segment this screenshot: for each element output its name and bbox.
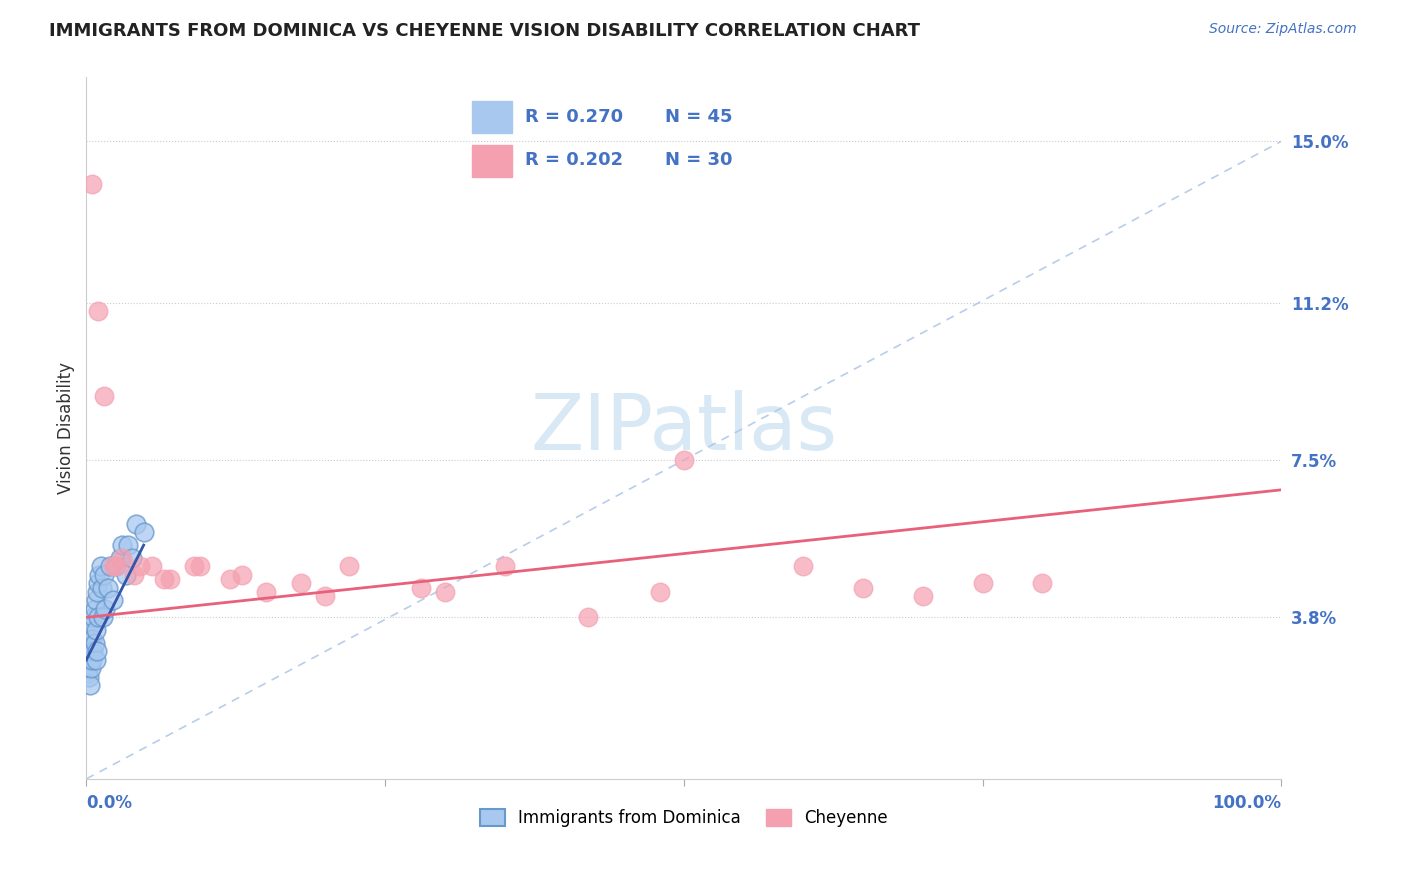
Point	[97, 581, 120, 595]
Point	[672, 453, 695, 467]
Point	[82, 653, 104, 667]
Point	[852, 581, 875, 595]
Point	[188, 559, 211, 574]
Point	[111, 550, 134, 565]
Point	[114, 567, 136, 582]
Text: Source: ZipAtlas.com: Source: ZipAtlas.com	[1209, 22, 1357, 37]
Point	[93, 389, 115, 403]
Point	[129, 559, 152, 574]
Point	[183, 559, 205, 574]
Point	[231, 567, 253, 582]
Point	[87, 610, 110, 624]
Point	[82, 610, 104, 624]
Point	[254, 585, 277, 599]
Point	[122, 567, 145, 582]
Point	[409, 581, 432, 595]
Point	[911, 589, 934, 603]
Point	[433, 585, 456, 599]
Point	[101, 559, 124, 574]
Point	[89, 567, 111, 582]
Point	[80, 661, 103, 675]
Point	[77, 636, 100, 650]
Point	[87, 576, 110, 591]
Point	[79, 678, 101, 692]
Point	[77, 648, 100, 663]
Point	[218, 572, 240, 586]
Point	[132, 525, 155, 540]
Point	[101, 593, 124, 607]
Point	[576, 610, 599, 624]
Legend: Immigrants from Dominica, Cheyenne: Immigrants from Dominica, Cheyenne	[474, 802, 894, 834]
Point	[141, 559, 163, 574]
Point	[117, 538, 139, 552]
Point	[111, 538, 134, 552]
Y-axis label: Vision Disability: Vision Disability	[58, 362, 75, 494]
Point	[86, 585, 108, 599]
Point	[87, 304, 110, 318]
Text: 100.0%: 100.0%	[1212, 795, 1281, 813]
Point	[82, 177, 104, 191]
Text: IMMIGRANTS FROM DOMINICA VS CHEYENNE VISION DISABILITY CORRELATION CHART: IMMIGRANTS FROM DOMINICA VS CHEYENNE VIS…	[49, 22, 920, 40]
Point	[80, 644, 103, 658]
Point	[93, 567, 115, 582]
Point	[82, 619, 104, 633]
Point	[80, 623, 103, 637]
Point	[79, 632, 101, 646]
Point	[79, 640, 101, 654]
Point	[314, 589, 336, 603]
Point	[90, 559, 112, 574]
Point	[82, 644, 104, 658]
Point	[84, 593, 107, 607]
Point	[125, 516, 148, 531]
Point	[98, 559, 121, 574]
Point	[84, 653, 107, 667]
Text: ZIPatlas: ZIPatlas	[530, 390, 838, 467]
Point	[90, 581, 112, 595]
Point	[494, 559, 516, 574]
Point	[79, 653, 101, 667]
Point	[337, 559, 360, 574]
Point	[84, 623, 107, 637]
Point	[648, 585, 671, 599]
Point	[83, 636, 105, 650]
Point	[76, 653, 98, 667]
Point	[108, 550, 131, 565]
Point	[1031, 576, 1053, 591]
Point	[86, 644, 108, 658]
Point	[77, 657, 100, 672]
Point	[82, 632, 104, 646]
Point	[972, 576, 994, 591]
Point	[91, 610, 114, 624]
Point	[76, 644, 98, 658]
Point	[77, 670, 100, 684]
Point	[105, 559, 128, 574]
Point	[94, 602, 117, 616]
Point	[105, 559, 128, 574]
Text: 0.0%: 0.0%	[86, 795, 132, 813]
Point	[792, 559, 814, 574]
Point	[159, 572, 181, 586]
Point	[290, 576, 312, 591]
Point	[76, 665, 98, 680]
Point	[83, 602, 105, 616]
Point	[121, 550, 143, 565]
Point	[153, 572, 176, 586]
